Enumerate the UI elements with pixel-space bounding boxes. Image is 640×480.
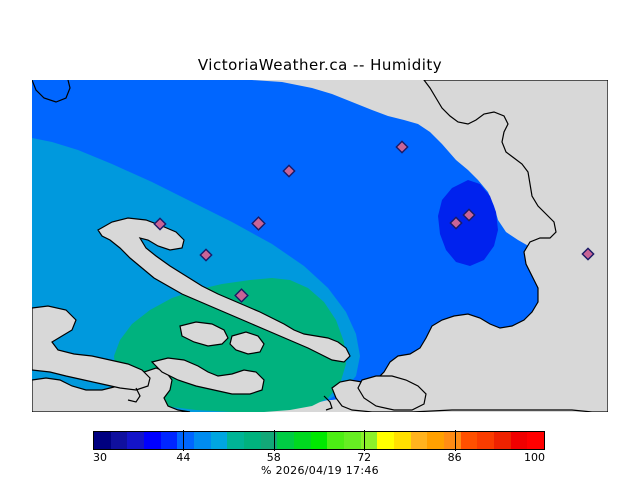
colorbar-swatch	[210, 432, 228, 449]
station-marker[interactable]	[449, 216, 463, 230]
station-marker[interactable]	[282, 164, 296, 178]
coastline-detail-a	[323, 395, 333, 411]
station-marker[interactable]	[251, 216, 266, 231]
landmass-inner-island	[179, 321, 229, 347]
humidity-contour-map[interactable]	[32, 80, 608, 412]
colorbar-swatch	[127, 432, 145, 449]
colorbar-swatch	[344, 432, 361, 449]
colorbar-swatch	[527, 432, 545, 449]
colorbar-tick-label: 72	[357, 451, 372, 464]
page-title: VictoriaWeather.ca -- Humidity	[197, 56, 443, 74]
colorbar-swatch	[94, 432, 111, 449]
colorbar-swatch	[260, 432, 278, 449]
colorbar-swatch	[410, 432, 428, 449]
colorbar-swatch	[244, 432, 261, 449]
station-markers[interactable]	[153, 140, 595, 303]
colorbar-swatch	[227, 432, 245, 449]
contour-region-green	[114, 278, 346, 412]
station-marker[interactable]	[581, 247, 595, 261]
station-marker[interactable]	[153, 217, 167, 231]
colorbar-swatch	[194, 432, 211, 449]
colorbar-swatch	[360, 432, 378, 449]
landmass-ne-inlet	[357, 375, 427, 411]
colorbar-swatch	[144, 432, 161, 449]
colorbar-tick-label: 44	[176, 451, 191, 464]
landmass-northeast	[331, 80, 608, 412]
colorbar-caption: % 2026/04/19 17:46	[261, 464, 379, 477]
station-marker[interactable]	[199, 248, 213, 262]
colorbar-tick-label: 100	[524, 451, 545, 464]
colorbar-swatch	[394, 432, 411, 449]
colorbar-swatch	[310, 432, 328, 449]
colorbar-swatch	[510, 432, 528, 449]
station-marker[interactable]	[234, 288, 249, 303]
station-marker[interactable]	[462, 208, 476, 222]
colorbar-swatch	[494, 432, 511, 449]
colorbar-swatch	[377, 432, 395, 449]
colorbar-swatch	[460, 432, 478, 449]
landmass-spit	[97, 217, 351, 363]
humidity-colorbar[interactable]	[93, 431, 545, 450]
station-marker[interactable]	[395, 140, 409, 154]
colorbar-swatch	[160, 432, 178, 449]
colorbar-swatch	[327, 432, 345, 449]
landmass-nw-fragment	[32, 80, 71, 103]
colorbar-swatch	[477, 432, 495, 449]
map-panel[interactable]	[32, 80, 608, 412]
landmass-south-central	[150, 357, 265, 395]
landmass-south	[32, 367, 191, 412]
colorbar-swatch	[277, 432, 295, 449]
landmass-island-small	[229, 331, 265, 355]
colorbar-swatch	[177, 432, 195, 449]
landmass-southwest	[32, 305, 151, 391]
colorbar-swatch	[427, 432, 445, 449]
coastline-detail-b	[127, 387, 141, 403]
colorbar-swatch	[444, 432, 461, 449]
colorbar-tick-label: 86	[447, 451, 462, 464]
colorbar-swatch	[110, 432, 128, 449]
colorbar-tick-labels: 30 44 58 72 86 100	[0, 451, 640, 465]
colorbar-swatch	[294, 432, 311, 449]
colorbar-tick-label: 58	[266, 451, 281, 464]
contour-region-darkblue	[438, 180, 498, 266]
colorbar-tick-label: 30	[93, 451, 107, 464]
